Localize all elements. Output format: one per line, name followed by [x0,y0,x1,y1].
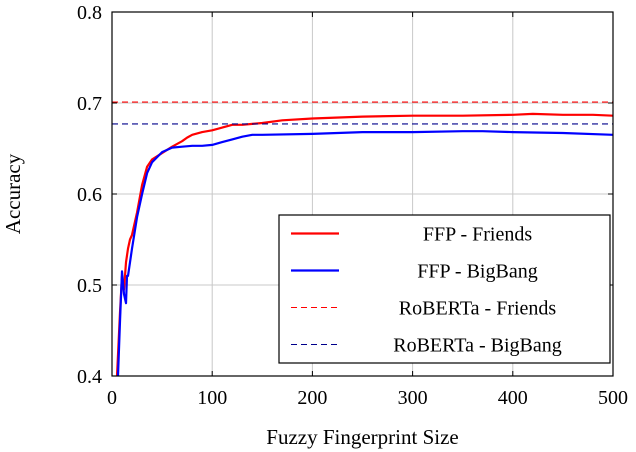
x-tick-label: 100 [197,387,227,409]
x-tick-label: 500 [598,387,628,409]
series-line-ffp-friends [115,112,613,376]
grid [112,12,613,376]
y-tick-label: 0.6 [77,184,102,206]
y-tick-label: 0.8 [77,2,102,24]
y-axis-title: Accuracy [1,153,25,234]
y-tick-label: 0.5 [77,275,102,297]
series-layer [112,101,613,376]
x-tick-label: 200 [297,387,327,409]
ticks: 0 100 200 300 400 500 0.4 0.5 0.6 0.7 0.8 [77,2,628,409]
x-axis-title: Fuzzy Fingerprint Size [266,425,458,449]
legend-box [278,214,611,364]
legend-label: FFP - Friends [423,224,533,246]
series-line-ffp-bigbang [116,130,613,376]
legend-label: RoBERTa - BigBang [393,335,562,357]
legend: FFP - Friends FFP - BigBang RoBERTa - Frie… [278,214,611,364]
x-tick-label: 300 [398,387,428,409]
x-tick-label: 400 [498,387,528,409]
legend-label: RoBERTa - Friends [399,298,557,320]
y-tick-label: 0.7 [77,93,102,115]
legend-label: FFP - BigBang [417,261,537,283]
x-tick-label: 0 [107,387,117,409]
y-tick-label: 0.4 [77,366,102,388]
